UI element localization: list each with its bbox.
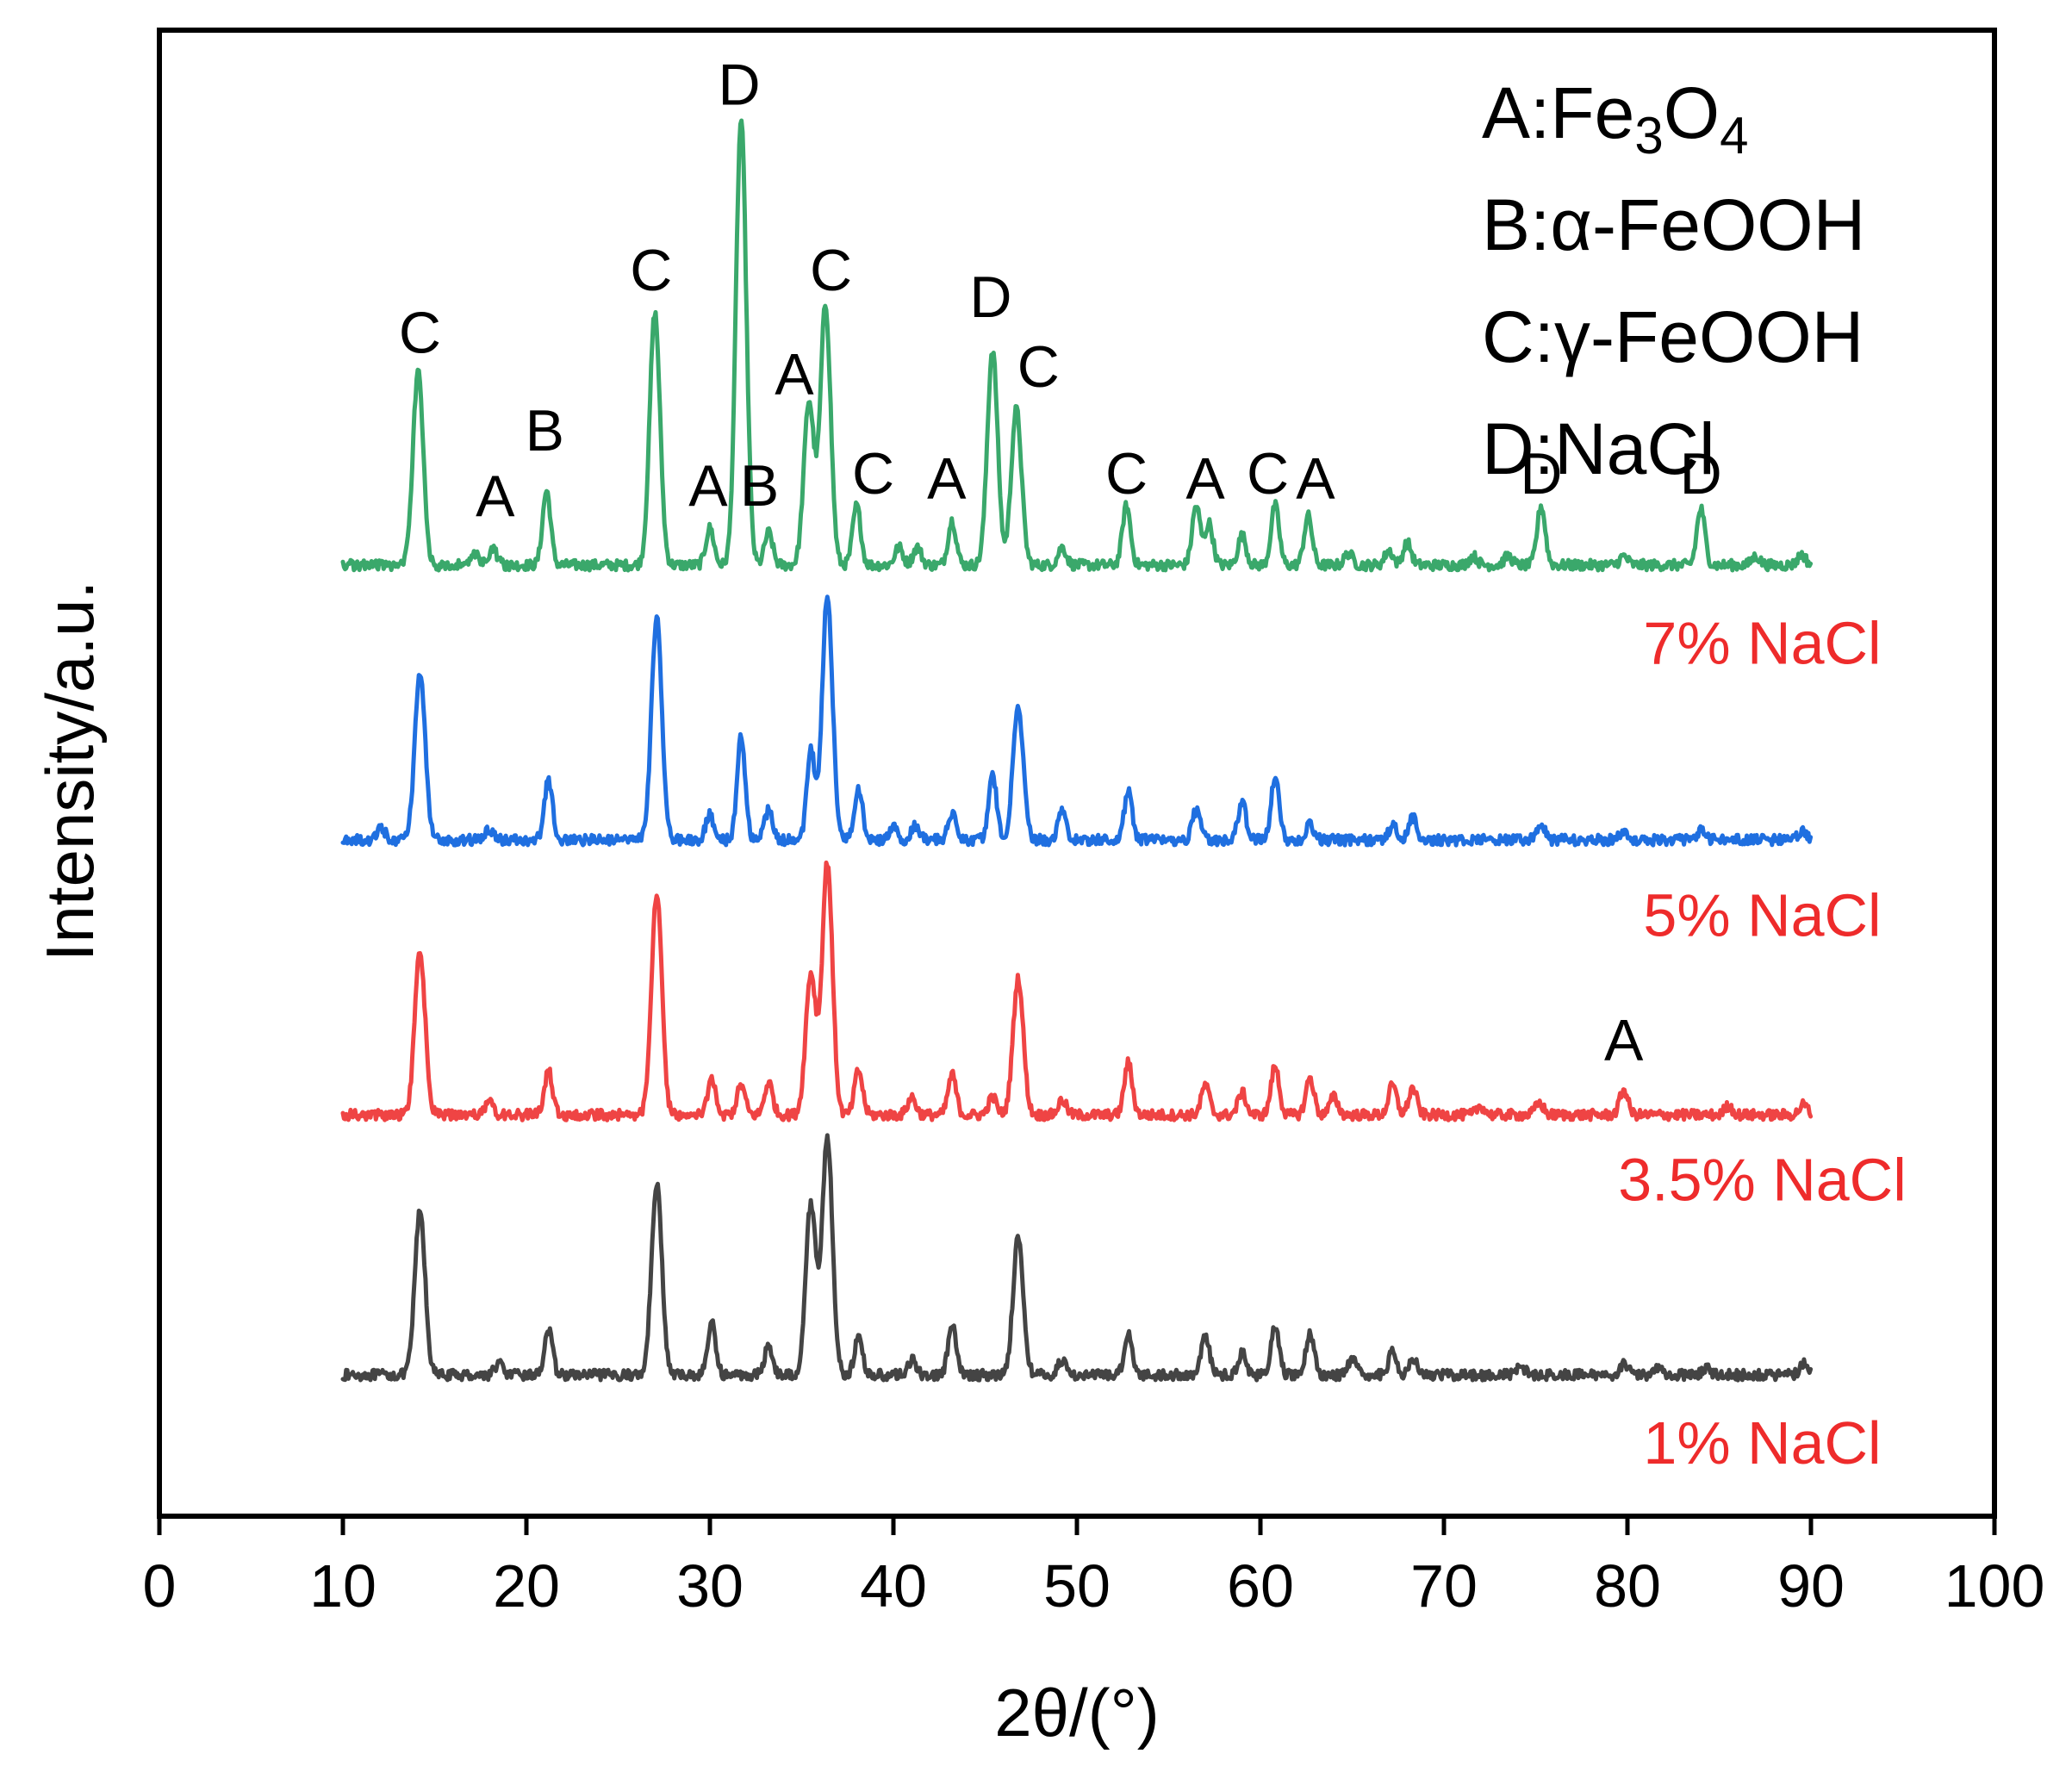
x-tick-label: 20 (493, 1552, 560, 1620)
peak-label: A (927, 445, 967, 511)
series-label: 7% NaCl (1643, 610, 1881, 677)
peak-label: D (969, 264, 1011, 330)
x-tick-label: 70 (1410, 1552, 1478, 1620)
peak-label: A (688, 453, 728, 519)
peak-label: A (1604, 1007, 1644, 1073)
series-layer (340, 118, 1814, 1383)
x-tick-label: 30 (676, 1552, 744, 1620)
series-label: 3.5% NaCl (1618, 1146, 1907, 1213)
legend-entry: D:NaCl (1482, 408, 1715, 489)
series-labels: 1% NaCl 3.5% NaCl 5% NaCl 7% NaCl (1618, 610, 1907, 1477)
series-label: 5% NaCl (1643, 881, 1881, 948)
peak-label: B (526, 398, 564, 463)
x-tick-label: 50 (1043, 1552, 1111, 1620)
series-line-1 (340, 1133, 1814, 1383)
peak-label: B (740, 453, 779, 519)
peak-label: A (1296, 445, 1335, 511)
x-tick-label: 80 (1594, 1552, 1661, 1620)
peak-label: C (399, 300, 441, 365)
peak-label: C (810, 238, 852, 303)
peak-label: A (476, 463, 515, 529)
peak-label: D (1680, 441, 1722, 507)
peak-label: C (852, 441, 894, 507)
series-line-3 (340, 594, 1814, 848)
series-label: 1% NaCl (1643, 1409, 1881, 1477)
peak-label: A (775, 342, 814, 407)
x-tick-label: 40 (860, 1552, 927, 1620)
series-line-4 (340, 118, 1814, 573)
x-tick-label: 90 (1777, 1552, 1845, 1620)
x-tick-label: 10 (309, 1552, 376, 1620)
legend-entry: C:γ-FeOOH (1482, 296, 1864, 377)
peak-label: A (1185, 445, 1225, 511)
peak-label: D (1520, 441, 1562, 507)
legend-entry: A:Fe3O4 (1482, 72, 1749, 165)
peak-label: C (1105, 441, 1148, 507)
peak-label: C (1247, 441, 1289, 507)
x-tick-label: 0 (143, 1552, 177, 1620)
legend: A:Fe3O4 B:α-FeOOH C:γ-FeOOH D:NaCl (1482, 72, 1865, 489)
peak-label: D (719, 52, 761, 117)
y-axis-title: Intensity/a.u. (32, 581, 108, 961)
peak-label: C (630, 238, 672, 303)
x-axis-title: 2θ/(°) (994, 1675, 1160, 1750)
legend-entry: B:α-FeOOH (1482, 184, 1865, 265)
x-axis-ticks: 0 10 20 30 40 50 60 70 80 90 100 (143, 1516, 2045, 1620)
x-tick-label: 60 (1227, 1552, 1294, 1620)
x-tick-label: 100 (1944, 1552, 2045, 1620)
series-line-2 (340, 860, 1814, 1122)
peak-label: C (1017, 334, 1060, 400)
